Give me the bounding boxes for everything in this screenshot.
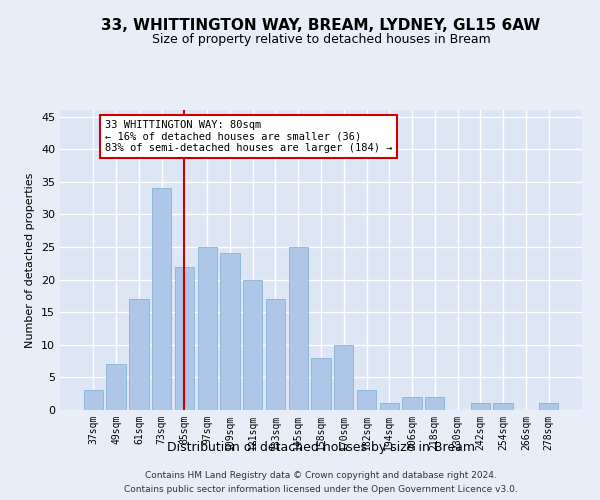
Text: Contains HM Land Registry data © Crown copyright and database right 2024.: Contains HM Land Registry data © Crown c…	[145, 472, 497, 480]
Bar	[357, 390, 376, 410]
Text: 33 WHITTINGTON WAY: 80sqm
← 16% of detached houses are smaller (36)
83% of semi-: 33 WHITTINGTON WAY: 80sqm ← 16% of detac…	[105, 120, 392, 153]
Bar	[403, 397, 422, 410]
Bar	[539, 404, 558, 410]
Bar	[197, 247, 217, 410]
Bar	[380, 404, 399, 410]
Bar	[106, 364, 126, 410]
Bar	[266, 299, 285, 410]
Bar	[289, 247, 308, 410]
Text: Contains public sector information licensed under the Open Government Licence v3: Contains public sector information licen…	[124, 484, 518, 494]
Bar	[84, 390, 103, 410]
Bar	[493, 404, 513, 410]
Y-axis label: Number of detached properties: Number of detached properties	[25, 172, 35, 348]
Text: Distribution of detached houses by size in Bream: Distribution of detached houses by size …	[167, 441, 475, 454]
Bar	[334, 345, 353, 410]
Bar	[425, 397, 445, 410]
Bar	[243, 280, 262, 410]
Text: Size of property relative to detached houses in Bream: Size of property relative to detached ho…	[152, 32, 490, 46]
Bar	[220, 254, 239, 410]
Bar	[129, 299, 149, 410]
Bar	[175, 266, 194, 410]
Text: 33, WHITTINGTON WAY, BREAM, LYDNEY, GL15 6AW: 33, WHITTINGTON WAY, BREAM, LYDNEY, GL15…	[101, 18, 541, 32]
Bar	[470, 404, 490, 410]
Bar	[152, 188, 172, 410]
Bar	[311, 358, 331, 410]
